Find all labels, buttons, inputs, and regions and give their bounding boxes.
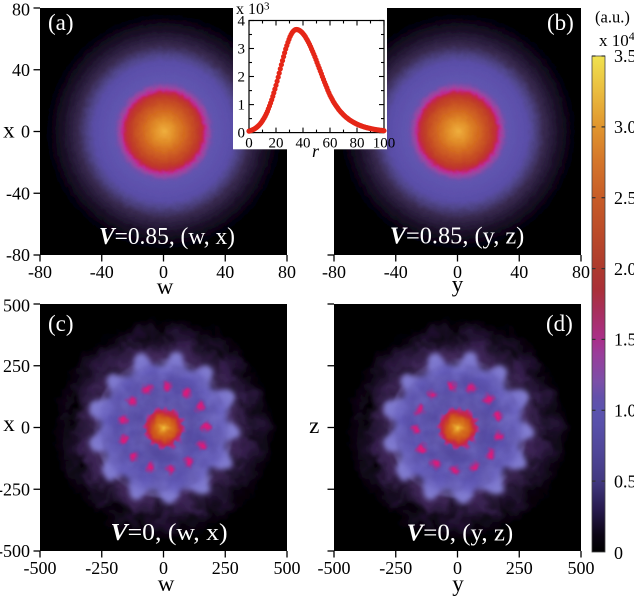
svg-text:V=0.85, (w, x): V=0.85, (w, x) <box>99 224 235 250</box>
svg-text:0: 0 <box>238 126 246 142</box>
svg-text:0: 0 <box>245 136 253 152</box>
svg-text:500: 500 <box>3 296 30 316</box>
svg-text:2: 2 <box>238 70 246 86</box>
svg-text:0: 0 <box>453 262 462 282</box>
svg-text:80: 80 <box>350 136 365 152</box>
svg-text:(c): (c) <box>48 311 74 336</box>
svg-text:V=0, (y, z): V=0, (y, z) <box>407 521 514 547</box>
svg-text:x 103: x 103 <box>236 1 270 19</box>
svg-text:60: 60 <box>323 136 338 152</box>
svg-text:40: 40 <box>216 262 234 282</box>
svg-text:4: 4 <box>238 14 246 30</box>
svg-text:80: 80 <box>572 262 590 282</box>
svg-text:(a): (a) <box>48 10 74 35</box>
svg-text:y: y <box>452 571 464 596</box>
svg-text:40: 40 <box>296 136 311 152</box>
svg-text:0.5: 0.5 <box>614 471 634 491</box>
svg-text:500: 500 <box>274 558 301 578</box>
svg-text:-40: -40 <box>90 262 114 282</box>
svg-text:w: w <box>157 274 174 299</box>
svg-text:w: w <box>158 571 175 596</box>
svg-text:-40: -40 <box>6 183 30 203</box>
svg-text:3: 3 <box>238 42 246 58</box>
svg-text:x: x <box>3 118 15 143</box>
svg-text:0: 0 <box>21 122 30 142</box>
svg-text:-80: -80 <box>28 262 52 282</box>
svg-text:(b): (b) <box>547 10 574 35</box>
svg-text:-250: -250 <box>0 479 30 499</box>
svg-text:2.0: 2.0 <box>614 259 634 279</box>
svg-text:250: 250 <box>3 356 30 376</box>
svg-text:1.0: 1.0 <box>614 401 634 421</box>
svg-text:-80: -80 <box>6 245 30 265</box>
svg-text:r: r <box>312 141 320 161</box>
svg-text:-500: -500 <box>24 558 57 578</box>
svg-text:2.5: 2.5 <box>614 188 634 208</box>
svg-text:-80: -80 <box>322 262 346 282</box>
svg-text:-500: -500 <box>318 558 351 578</box>
svg-text:250: 250 <box>506 558 533 578</box>
svg-text:20: 20 <box>269 136 284 152</box>
svg-text:V=0.85, (y, z): V=0.85, (y, z) <box>390 224 525 250</box>
svg-text:(d): (d) <box>546 311 573 336</box>
svg-text:3.0: 3.0 <box>614 117 634 137</box>
svg-text:x: x <box>3 411 15 436</box>
svg-text:0: 0 <box>614 543 623 563</box>
svg-text:-500: -500 <box>0 541 30 561</box>
svg-text:0: 0 <box>159 262 168 282</box>
svg-text:-250: -250 <box>85 558 118 578</box>
svg-text:-40: -40 <box>384 262 408 282</box>
svg-text:(a.u.): (a.u.) <box>595 8 630 27</box>
svg-text:40: 40 <box>12 60 30 80</box>
svg-text:1.5: 1.5 <box>614 330 634 350</box>
svg-text:80: 80 <box>278 262 296 282</box>
svg-text:x 104: x 104 <box>599 29 634 50</box>
svg-text:100: 100 <box>373 136 396 152</box>
svg-text:0: 0 <box>159 558 168 578</box>
svg-text:0: 0 <box>21 418 30 438</box>
svg-text:40: 40 <box>510 262 528 282</box>
svg-text:z: z <box>309 413 319 438</box>
svg-text:80: 80 <box>12 0 30 20</box>
svg-text:-250: -250 <box>379 558 412 578</box>
svg-text:3.5: 3.5 <box>614 46 634 66</box>
svg-text:1: 1 <box>238 98 246 114</box>
svg-text:0: 0 <box>453 558 462 578</box>
svg-text:250: 250 <box>212 558 239 578</box>
svg-text:500: 500 <box>568 558 595 578</box>
svg-text:y: y <box>452 272 464 297</box>
svg-text:V=0, (w, x): V=0, (w, x) <box>111 520 228 546</box>
